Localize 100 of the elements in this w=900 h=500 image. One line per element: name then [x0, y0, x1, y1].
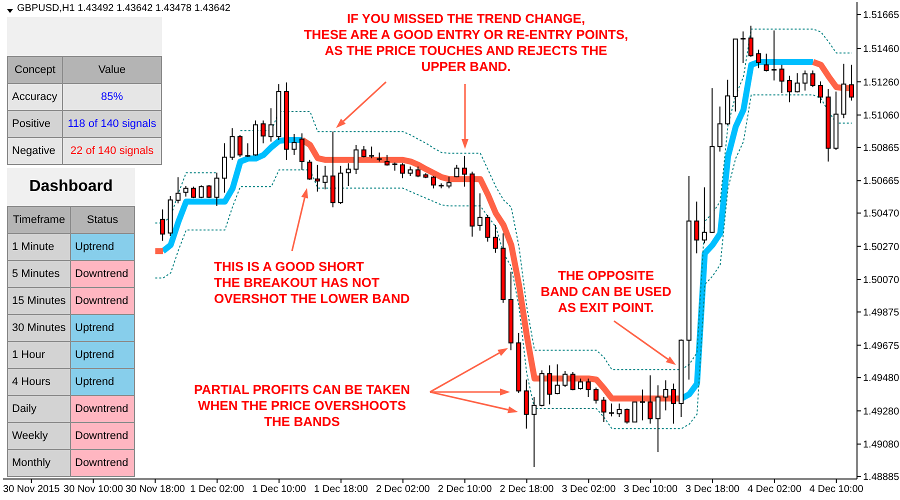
candlestick — [594, 387, 599, 404]
candlestick — [314, 164, 320, 192]
x-tick-label: 3 Dec 18:00 — [686, 484, 740, 496]
text: Uptrend — [75, 349, 114, 361]
x-tick-label: 30 Nov 18:00 — [125, 484, 186, 496]
y-tick-label: 1.48885 — [863, 472, 900, 484]
category-label: 4 Hours — [7, 368, 71, 396]
text: Uptrend — [75, 376, 114, 388]
x-tick-label: 1 Dec 02:00 — [190, 484, 245, 496]
category-label: 1 Hour — [7, 341, 71, 369]
y-tick-label: 1.50070 — [863, 275, 900, 286]
candlestick — [214, 172, 220, 206]
candlestick — [586, 378, 591, 398]
annotation: Timeframe — [7, 206, 71, 234]
text: Downtrend — [75, 430, 128, 442]
candlestick — [779, 64, 784, 94]
x-tick-label: 2 Dec 02:00 — [376, 484, 430, 496]
category-label: Accuracy — [7, 83, 63, 111]
candlestick — [322, 165, 328, 190]
annotation: THIS IS A GOOD SHORT THE BREAKOUT HAS NOT OVERSHOT THE LOWER BAND — [214, 259, 410, 306]
y-tick-label: 1.50470 — [863, 208, 900, 220]
text: Downtrend — [75, 295, 128, 307]
candlestick — [740, 30, 746, 64]
candlestick — [260, 120, 266, 144]
category-label: 5 Minutes — [7, 260, 71, 288]
annotation: Value — [62, 56, 162, 84]
text: 85% — [100, 91, 124, 103]
candlestick — [230, 128, 235, 160]
candlestick — [554, 364, 560, 395]
candlestick — [183, 185, 188, 198]
text: 22 of 140 signals — [70, 145, 154, 157]
candlestick — [794, 72, 800, 93]
candlestick — [477, 192, 482, 232]
annotation: IF YOU MISSED THE TREND CHANGE, THESE ARE A GOOD ENTRY OR RE-ENTRY POINTS, AS THE PRICE TOUCHES AND REJECTS THE UPPER BAND. — [302, 11, 630, 75]
x-tick-label: 4 Dec 10:00 — [809, 484, 864, 496]
candlestick — [400, 162, 406, 179]
candlestick — [717, 106, 722, 152]
candlestick — [462, 155, 467, 188]
candlestick — [416, 166, 421, 178]
y-tick-label: 1.50270 — [863, 242, 900, 253]
candlestick — [570, 371, 576, 391]
candlestick — [176, 176, 181, 204]
candlestick — [485, 214, 490, 242]
candlestick — [810, 70, 816, 88]
x-tick-label: 1 Dec 18:00 — [314, 484, 368, 496]
y-tick-label: 1.51060 — [863, 110, 900, 122]
text: Uptrend — [75, 322, 114, 334]
candlestick — [244, 142, 251, 158]
candlestick — [770, 30, 778, 81]
text: Uptrend — [75, 241, 114, 253]
candlestick — [237, 134, 242, 158]
x-tick-label: 3 Dec 02:00 — [562, 484, 616, 496]
candlestick — [578, 378, 584, 390]
candlestick — [307, 159, 312, 180]
annotation: Status — [70, 206, 135, 234]
category-label: Positive — [7, 110, 63, 138]
x-tick-label: 2 Dec 10:00 — [438, 484, 492, 496]
y-tick-label: 1.51665 — [863, 10, 900, 22]
y-tick-label: 1.50665 — [863, 176, 900, 188]
y-tick-label: 1.49280 — [863, 406, 900, 418]
candlestick — [624, 408, 630, 424]
text: Dashboard — [7, 168, 135, 206]
candlestick — [639, 389, 646, 421]
candlestick — [446, 176, 452, 189]
annotation: PARTIAL PROFITS CAN BE TAKEN WHEN THE PRICE OVERSHOOTS THE BANDS — [194, 382, 410, 429]
x-tick-label: 2 Dec 18:00 — [500, 484, 554, 496]
candlestick — [648, 374, 653, 424]
candlestick — [292, 133, 297, 156]
category-label: Weekly — [7, 422, 71, 450]
y-tick-label: 1.49480 — [863, 373, 900, 384]
category-label: Daily — [7, 395, 71, 423]
candlestick — [756, 49, 762, 69]
category-label: Monthly — [7, 449, 71, 477]
candlestick — [848, 64, 854, 102]
y-tick-label: 1.51260 — [863, 77, 900, 88]
candlestick — [694, 201, 700, 254]
y-tick-label: 1.49080 — [863, 440, 900, 451]
candlestick — [632, 402, 638, 422]
candlestick — [562, 370, 568, 388]
candlestick — [663, 380, 668, 411]
x-tick-label: 3 Dec 10:00 — [624, 484, 678, 496]
text: Downtrend — [75, 403, 128, 415]
candlestick — [748, 25, 754, 58]
annotation: THE OPPOSITE BAND CAN BE USED AS EXIT POINT. — [540, 268, 672, 315]
x-tick-label: 1 Dec 10:00 — [252, 484, 306, 496]
candlestick — [802, 70, 808, 92]
candlestick — [818, 80, 824, 104]
candlestick — [198, 184, 204, 199]
candlestick — [608, 403, 615, 417]
candlestick — [601, 396, 606, 422]
candlestick — [368, 146, 375, 159]
category-label: 1 Minute — [7, 233, 71, 261]
annotation: Concept — [7, 56, 63, 84]
x-tick-label: 30 Nov 2015 — [3, 484, 60, 496]
category-label: 30 Minutes — [7, 314, 71, 342]
candlestick — [354, 144, 359, 175]
candlestick — [547, 364, 552, 405]
text: Downtrend — [75, 268, 128, 280]
y-tick-label: 1.49875 — [863, 308, 900, 319]
candlestick — [524, 379, 529, 430]
